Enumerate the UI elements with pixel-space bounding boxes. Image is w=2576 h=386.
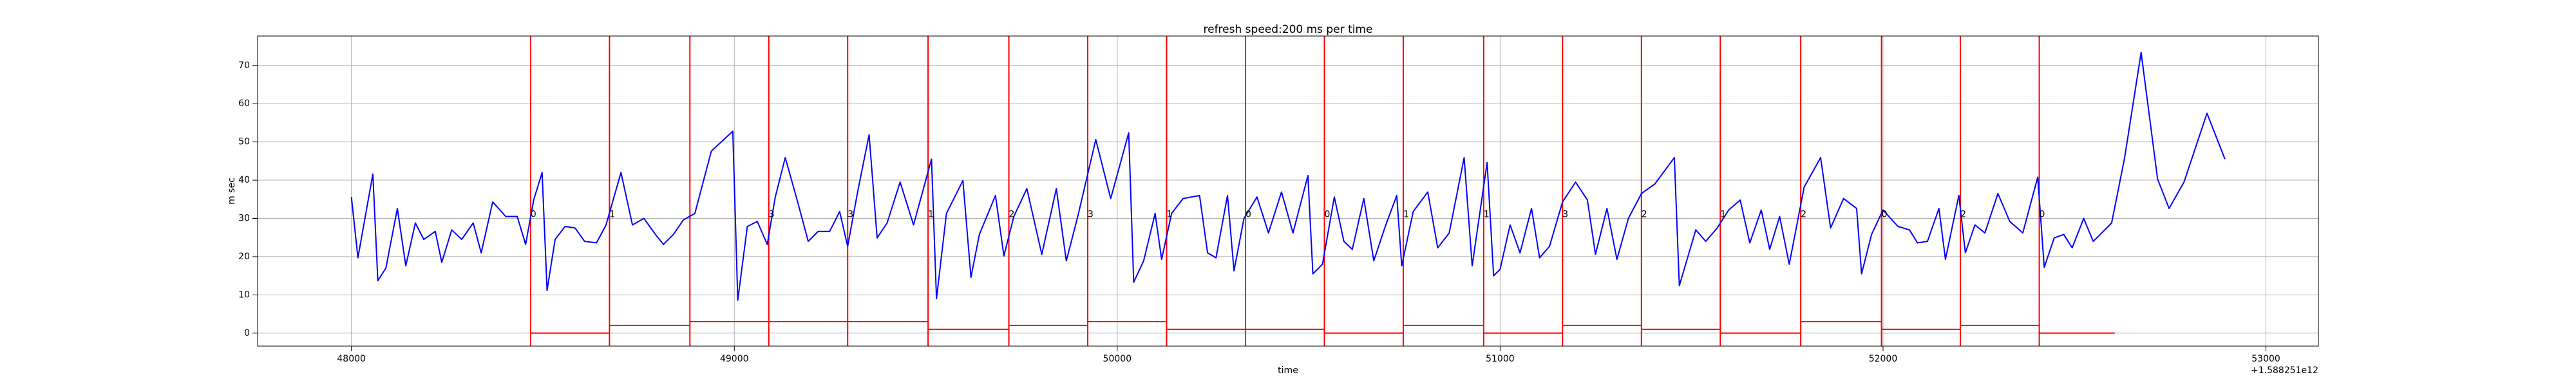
x-offset-text: +1.588251e12 [2251, 365, 2318, 376]
x-tick-label: 51000 [1486, 354, 1515, 364]
annotation: 1 [1167, 210, 1173, 220]
annotation: 1 [1720, 210, 1726, 220]
x-tick-label: 52000 [1869, 354, 1898, 364]
y-tick-label: 30 [238, 213, 250, 223]
annotation: 0 [1324, 210, 1330, 220]
annotation: 3 [1562, 210, 1568, 220]
annotation: 3 [848, 210, 853, 220]
annotation: 3 [1088, 210, 1094, 220]
annotation: 2 [1801, 210, 1806, 220]
y-tick-label: 10 [238, 290, 250, 300]
x-tick-label: 50000 [1103, 354, 1132, 364]
x-tick-label: 49000 [720, 354, 749, 364]
y-tick-label: 50 [238, 137, 250, 147]
annotation: 3 [769, 210, 775, 220]
y-tick-label: 40 [238, 175, 250, 185]
annotation: 1 [928, 210, 934, 220]
axes-frame [257, 35, 2319, 347]
x-tick-label: 48000 [337, 354, 366, 364]
y-tick-label: 70 [238, 60, 250, 71]
annotation: 0 [531, 210, 536, 220]
x-axis-label: time [1278, 365, 1298, 376]
annotation: 1 [1484, 210, 1490, 220]
y-tick-label: 0 [244, 328, 250, 338]
data-line [350, 51, 2226, 301]
y-tick-label: 20 [238, 252, 250, 262]
x-tick-label: 53000 [2251, 354, 2280, 364]
chart-title: refresh speed:200 ms per time [1204, 23, 1373, 36]
annotation: 2 [1642, 210, 1647, 220]
annotation: 0 [1882, 210, 1888, 220]
y-axis-label: m sec [227, 178, 237, 205]
annotation: 2 [1009, 210, 1015, 220]
annotation: 1 [1403, 210, 1409, 220]
annotation: 2 [1960, 210, 1966, 220]
annotation: 0 [2040, 210, 2045, 220]
annotation: 0 [1245, 210, 1251, 220]
annotation: 1 [609, 210, 615, 220]
y-tick-label: 60 [238, 98, 250, 109]
